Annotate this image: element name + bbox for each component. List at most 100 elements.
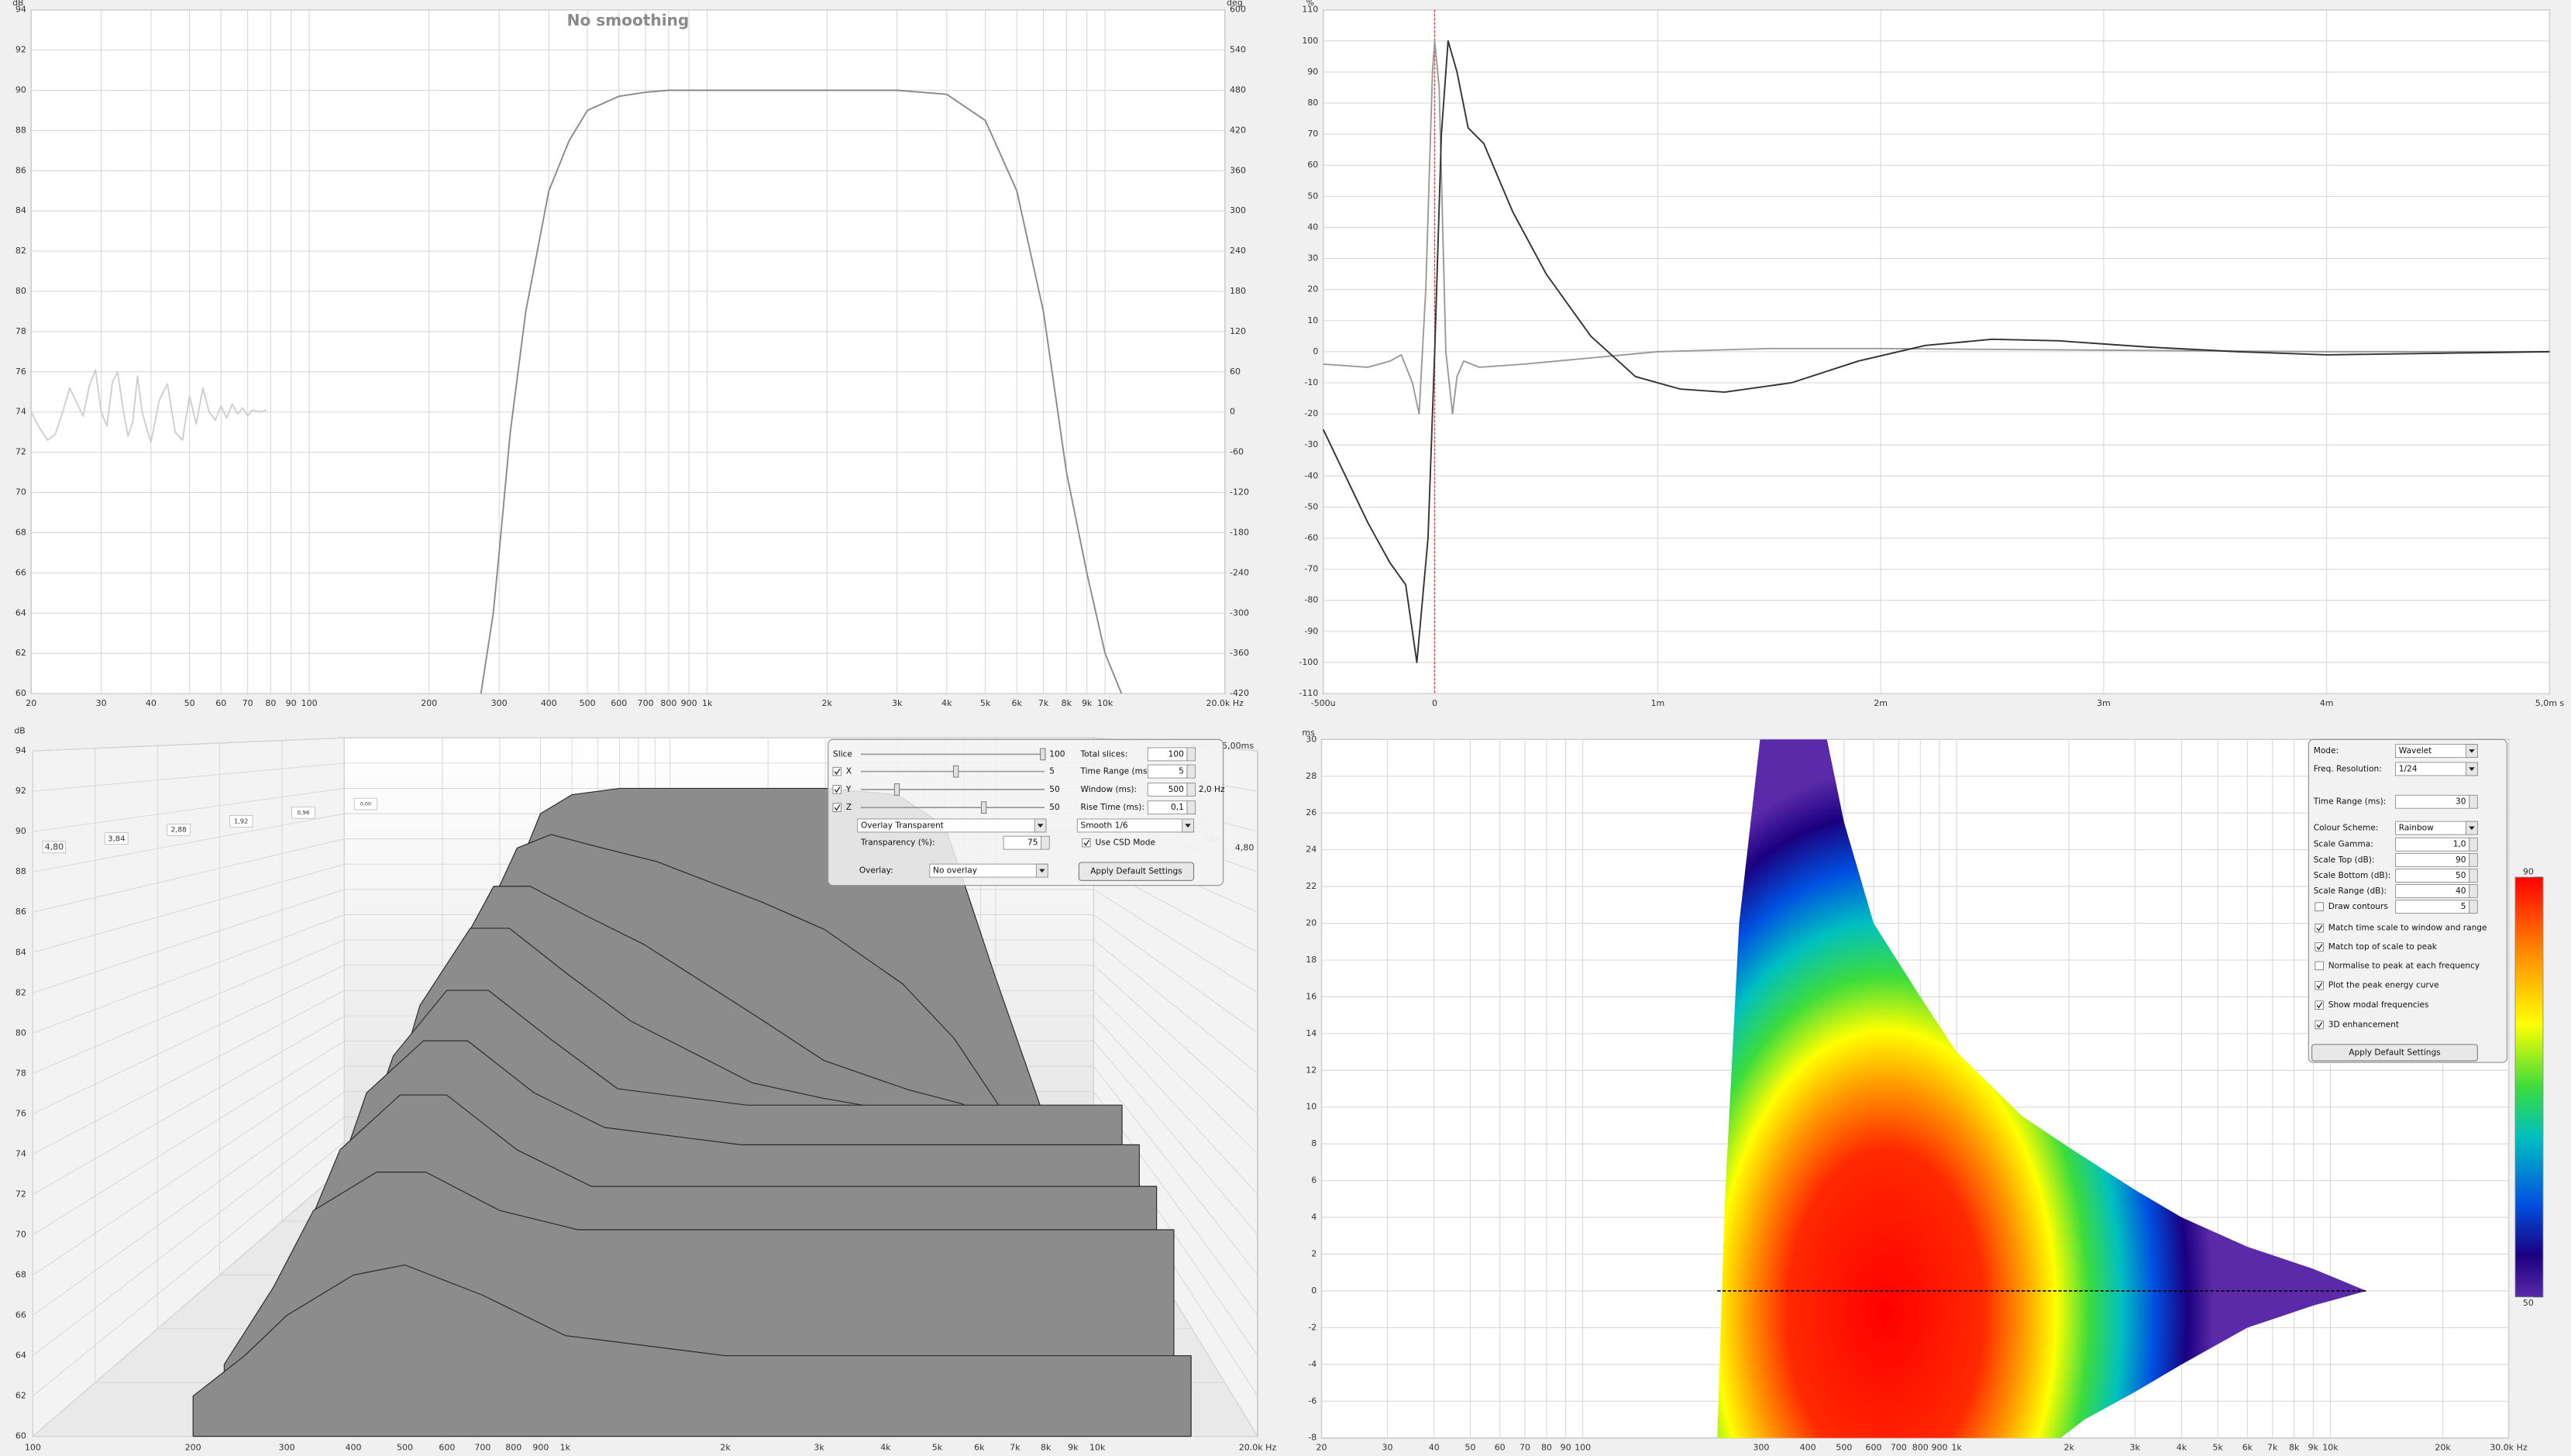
time-tick-label: 4,80: [45, 842, 64, 852]
y2-tick-label: 300: [1230, 205, 1246, 215]
field-label: Scale Range (dB):: [2314, 886, 2387, 896]
number-value: 50: [2456, 871, 2466, 880]
spinner[interactable]: [2469, 852, 2478, 867]
colour-bar: [2514, 876, 2544, 1298]
y2-tick-label: 480: [1230, 85, 1246, 95]
y2-tick-label: 540: [1230, 45, 1246, 55]
y-axis-label: ms: [1302, 728, 1315, 738]
x-tick-label: 1k: [560, 1442, 571, 1452]
x-tick-label: 700: [474, 1442, 490, 1452]
spinner[interactable]: [2469, 837, 2478, 852]
y-tick-label: -40: [1304, 470, 1318, 480]
y-tick-label: 74: [15, 407, 26, 417]
dropdown-value: Smooth 1/6: [1081, 821, 1128, 830]
y-tick-label: 80: [15, 1027, 26, 1038]
y2-tick-label: -420: [1230, 688, 1249, 698]
x-tick-label: 20: [1316, 1442, 1327, 1452]
checkbox[interactable]: [1082, 838, 1091, 848]
checkmark: [2316, 924, 2323, 931]
spinner[interactable]: [1186, 747, 1196, 762]
checkbox-label: Use CSD Mode: [1096, 838, 1155, 848]
checkbox[interactable]: [832, 766, 842, 776]
x-tick-label: 5k: [980, 698, 991, 708]
number-value: 0,1: [1171, 803, 1184, 812]
y-tick-label: -20: [1304, 408, 1318, 418]
checkbox[interactable]: [2315, 1000, 2324, 1010]
dropdown-value: Wavelet: [2399, 746, 2432, 756]
checkbox[interactable]: [2315, 961, 2324, 971]
spinner[interactable]: [1186, 800, 1196, 815]
y-tick-label: 82: [15, 987, 26, 997]
x-tick-label: 1m: [1650, 698, 1664, 708]
x-tick-label: 800: [660, 698, 676, 708]
checkbox-label: 3D enhancement: [2328, 1020, 2399, 1029]
checkbox[interactable]: [832, 803, 842, 812]
y-tick-label: 0: [1313, 346, 1318, 356]
grid-line: [33, 813, 345, 873]
x-tick-label: 5k: [2213, 1442, 2224, 1452]
y-tick-label: 86: [15, 165, 26, 175]
y-tick-label: -2: [1308, 1322, 1316, 1332]
number-field[interactable]: [2395, 900, 2470, 914]
x-tick-label: 80: [265, 698, 276, 708]
spinner[interactable]: [1186, 764, 1196, 779]
checkbox[interactable]: [2315, 902, 2324, 911]
y-tick-label: -70: [1304, 564, 1318, 574]
slider-value: 50: [1049, 785, 1060, 794]
x-tick-label: 20.0k Hz: [1239, 1442, 1277, 1452]
x-tick-label: 1k: [702, 698, 713, 708]
spinner[interactable]: [1041, 835, 1050, 850]
x-tick-label: 600: [1866, 1442, 1882, 1452]
spinner[interactable]: [2469, 869, 2478, 883]
y2-tick-label: 120: [1230, 326, 1246, 336]
y-tick-label: 12: [1306, 1065, 1316, 1075]
colour-bar-label: 90: [2523, 867, 2534, 877]
data-line: [30, 369, 267, 443]
y2-tick-label: 420: [1230, 125, 1246, 135]
y2-tick-label: 60: [1230, 367, 1241, 377]
y-tick-label: 30: [1307, 253, 1318, 263]
y-tick-label: 86: [15, 907, 26, 917]
grid-line: [33, 1065, 345, 1275]
slider-thumb[interactable]: [981, 801, 987, 814]
x-tick-label: 6k: [974, 1442, 985, 1452]
spinner[interactable]: [1186, 782, 1196, 797]
grid-line: [1093, 939, 1258, 1074]
checkbox[interactable]: [2315, 980, 2324, 990]
slider-thumb[interactable]: [893, 783, 900, 796]
x-tick-label: 9k: [2308, 1442, 2319, 1452]
x-tick-label: 900: [1931, 1442, 1947, 1452]
x-tick-label: 8k: [1062, 698, 1072, 708]
y-tick-label: 8: [1311, 1138, 1316, 1148]
chart-title: No smoothing: [567, 11, 690, 29]
checkbox[interactable]: [2315, 1020, 2324, 1030]
dropdown-arrow: [2469, 767, 2475, 771]
grid-line: [1093, 914, 1258, 1034]
spinner[interactable]: [2469, 884, 2478, 898]
time-range-label: 5,00ms: [1222, 741, 1254, 751]
spinner[interactable]: [2469, 900, 2478, 914]
button[interactable]: [2311, 1044, 2478, 1062]
spinner[interactable]: [2469, 794, 2478, 809]
x-tick-label: 400: [345, 1442, 361, 1452]
slider-thumb[interactable]: [1040, 748, 1046, 761]
checkbox[interactable]: [2315, 942, 2324, 952]
y-tick-label: 72: [15, 1189, 26, 1199]
x-tick-label: 10k: [1089, 1442, 1106, 1452]
checkbox[interactable]: [832, 785, 842, 794]
y2-tick-label: 180: [1230, 286, 1246, 296]
slider-thumb[interactable]: [953, 765, 959, 778]
checkbox[interactable]: [2315, 923, 2324, 933]
x-tick-label: 100: [1575, 1442, 1591, 1452]
y2-axis-label: deg: [1227, 0, 1243, 8]
y-axis-label: dB: [14, 726, 26, 736]
x-tick-label: 4k: [941, 698, 952, 708]
x-tick-label: 20k: [2435, 1442, 2451, 1452]
y2-tick-label: -300: [1230, 608, 1249, 618]
grid-line: [33, 1015, 345, 1195]
y-tick-label: 78: [15, 326, 26, 336]
x-tick-label: 2k: [2064, 1442, 2075, 1452]
number-value: 5: [1179, 767, 1184, 776]
button[interactable]: [1078, 862, 1195, 881]
